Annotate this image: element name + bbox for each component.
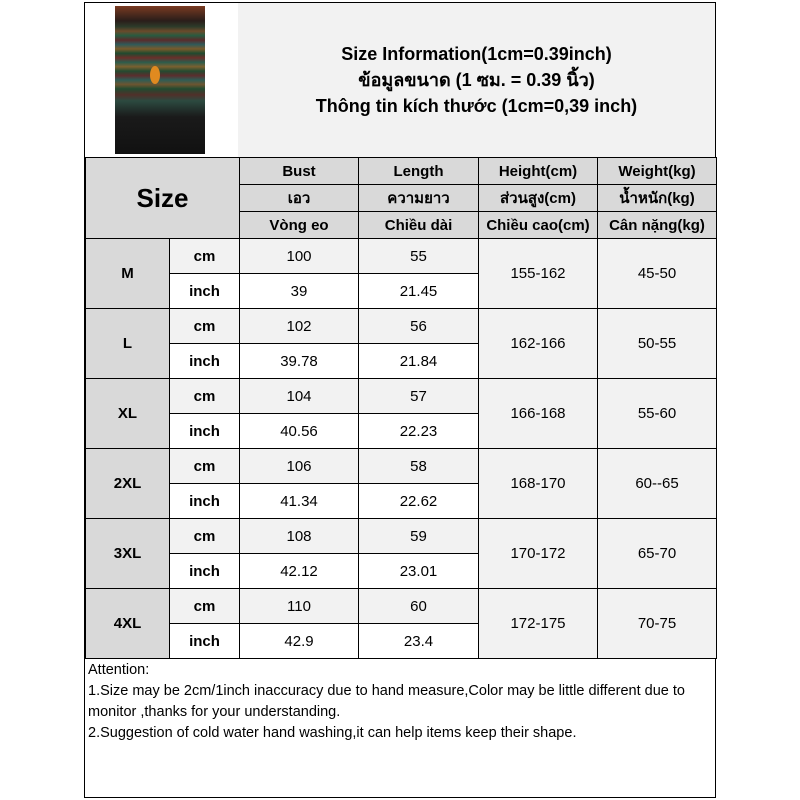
title-vietnamese: Thông tin kích thước (1cm=0,39 inch) xyxy=(315,96,638,116)
size-row-inch: inch 39.78 21.84 xyxy=(86,343,717,379)
header-cell: Length xyxy=(358,157,479,185)
weight-range: 50-55 xyxy=(597,308,717,379)
height-range: 170-172 xyxy=(478,518,598,589)
bust-cm: 106 xyxy=(239,448,359,484)
size-label: 3XL xyxy=(85,518,170,589)
size-row-inch: inch 42.12 23.01 xyxy=(86,553,717,589)
size-label: 2XL xyxy=(85,448,170,519)
notes-heading: Attention: xyxy=(88,662,150,678)
note-2: 2.Suggestion of cold water hand washing,… xyxy=(88,725,577,741)
note-1: 1.Size may be 2cm/1inch inaccuracy due t… xyxy=(88,683,685,720)
size-table: Size Bust Length Height(cm) Weight(kg) เ… xyxy=(85,157,717,659)
weight-range: 55-60 xyxy=(597,378,717,449)
size-row-cm: 4XL cm 110 60 172-175 70-75 xyxy=(85,588,717,659)
unit-cm: cm xyxy=(169,518,240,554)
size-header: Size xyxy=(85,157,240,239)
header-cell: ความยาว xyxy=(358,184,479,212)
bust-cm: 100 xyxy=(239,238,359,274)
height-range: 168-170 xyxy=(478,448,598,519)
unit-inch: inch xyxy=(169,273,240,309)
bust-inch: 39 xyxy=(239,273,359,309)
header-cell: Bust xyxy=(239,157,359,185)
chart-header: Size Information(1cm=0.39inch) ข้อมูลขนา… xyxy=(85,3,715,158)
header-cell: Vòng eo xyxy=(239,211,359,239)
length-cm: 60 xyxy=(358,588,479,624)
length-cm: 56 xyxy=(358,308,479,344)
header-row-thai: เอว ความยาว ส่วนสูง(cm) น้ำหนัก(kg) xyxy=(86,184,717,212)
length-inch: 23.4 xyxy=(358,623,479,659)
attention-notes: Attention: 1.Size may be 2cm/1inch inacc… xyxy=(85,659,715,745)
size-row-cm: 3XL cm 108 59 170-172 65-70 xyxy=(85,518,717,589)
weight-range: 45-50 xyxy=(597,238,717,309)
length-cm: 58 xyxy=(358,448,479,484)
unit-inch: inch xyxy=(169,623,240,659)
bust-cm: 104 xyxy=(239,378,359,414)
size-label: M xyxy=(85,238,170,309)
header-cell: ส่วนสูง(cm) xyxy=(478,184,598,212)
length-inch: 21.45 xyxy=(358,273,479,309)
unit-cm: cm xyxy=(169,588,240,624)
unit-inch: inch xyxy=(169,553,240,589)
length-inch: 22.62 xyxy=(358,483,479,519)
bust-inch: 40.56 xyxy=(239,413,359,449)
length-inch: 21.84 xyxy=(358,343,479,379)
weight-range: 60--65 xyxy=(597,448,717,519)
size-label: 4XL xyxy=(85,588,170,659)
header-cell: เอว xyxy=(239,184,359,212)
size-chart: Size Information(1cm=0.39inch) ข้อมูลขนา… xyxy=(84,2,717,798)
length-cm: 55 xyxy=(358,238,479,274)
size-label: XL xyxy=(85,378,170,449)
title-block: Size Information(1cm=0.39inch) ข้อมูลขนา… xyxy=(238,3,715,157)
size-label: L xyxy=(85,308,170,379)
size-row-cm: 2XL cm 106 58 168-170 60--65 xyxy=(85,448,717,519)
header-cell: Chiều cao(cm) xyxy=(478,211,598,239)
weight-range: 70-75 xyxy=(597,588,717,659)
header-cell: Chiều dài xyxy=(358,211,479,239)
bust-inch: 39.78 xyxy=(239,343,359,379)
header-cell: Cân nặng(kg) xyxy=(597,211,717,239)
header-cell: Height(cm) xyxy=(478,157,598,185)
height-range: 172-175 xyxy=(478,588,598,659)
product-photo xyxy=(115,6,205,154)
size-row-inch: inch 39 21.45 xyxy=(86,273,717,309)
size-row-inch: inch 42.9 23.4 xyxy=(86,623,717,659)
weight-range: 65-70 xyxy=(597,518,717,589)
unit-cm: cm xyxy=(169,448,240,484)
bust-cm: 110 xyxy=(239,588,359,624)
size-row-inch: inch 41.34 22.62 xyxy=(86,483,717,519)
bust-inch: 41.34 xyxy=(239,483,359,519)
bust-inch: 42.9 xyxy=(239,623,359,659)
pendant xyxy=(150,66,160,84)
length-cm: 59 xyxy=(358,518,479,554)
product-photo-cell xyxy=(85,3,239,157)
length-inch: 23.01 xyxy=(358,553,479,589)
size-row-cm: XL cm 104 57 166-168 55-60 xyxy=(85,378,717,449)
unit-inch: inch xyxy=(169,413,240,449)
bust-cm: 102 xyxy=(239,308,359,344)
height-range: 162-166 xyxy=(478,308,598,379)
bust-inch: 42.12 xyxy=(239,553,359,589)
unit-cm: cm xyxy=(169,308,240,344)
header-cell: Weight(kg) xyxy=(597,157,717,185)
unit-cm: cm xyxy=(169,378,240,414)
unit-inch: inch xyxy=(169,343,240,379)
unit-inch: inch xyxy=(169,483,240,519)
length-inch: 22.23 xyxy=(358,413,479,449)
title-english: Size Information(1cm=0.39inch) xyxy=(341,44,612,64)
title-thai: ข้อมูลขนาด (1 ซม. = 0.39 นิ้ว) xyxy=(358,70,595,90)
height-range: 166-168 xyxy=(478,378,598,449)
bust-cm: 108 xyxy=(239,518,359,554)
length-cm: 57 xyxy=(358,378,479,414)
header-row-vietnamese: Vòng eo Chiều dài Chiều cao(cm) Cân nặng… xyxy=(86,211,717,239)
header-row-english: Size Bust Length Height(cm) Weight(kg) xyxy=(85,157,717,239)
header-cell: น้ำหนัก(kg) xyxy=(597,184,717,212)
unit-cm: cm xyxy=(169,238,240,274)
height-range: 155-162 xyxy=(478,238,598,309)
